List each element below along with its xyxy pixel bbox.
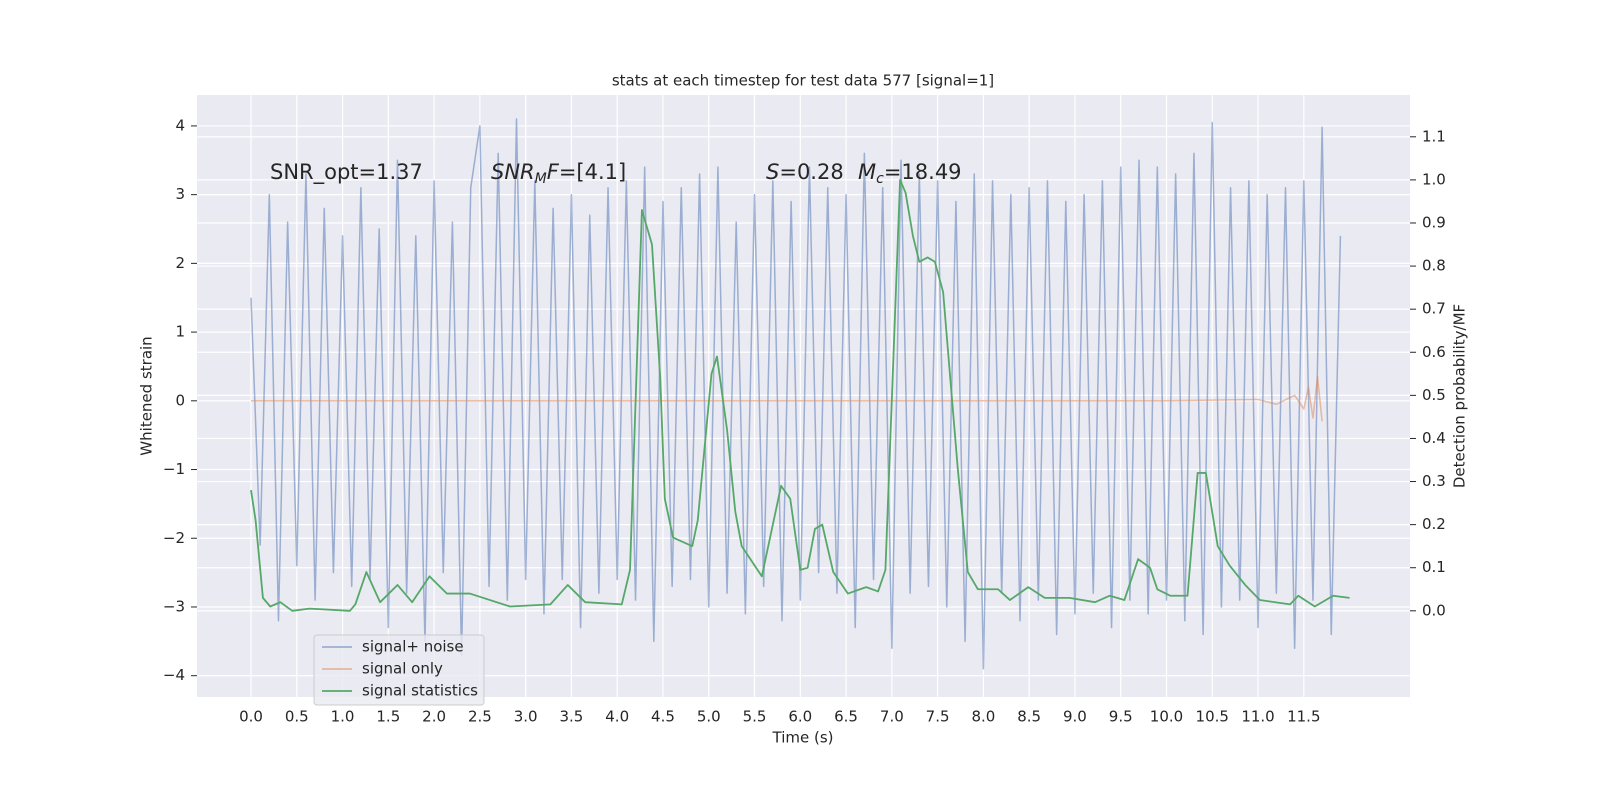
x-tick-label: 11.0 xyxy=(1241,708,1274,726)
legend-label: signal statistics xyxy=(362,682,478,700)
x-tick-label: 1.5 xyxy=(376,708,400,726)
annotation-part: SNR xyxy=(491,160,535,184)
x-tick-label: 2.5 xyxy=(468,708,492,726)
x-tick-label: 11.5 xyxy=(1287,708,1320,726)
x-tick-label: 10.5 xyxy=(1196,708,1229,726)
annotation-part: M xyxy=(535,171,547,187)
x-tick-label: 7.5 xyxy=(926,708,950,726)
y-tick-label: 2 xyxy=(175,254,185,272)
x-tick-label: 2.0 xyxy=(422,708,446,726)
y2-tick-label: 0.5 xyxy=(1422,386,1446,404)
annotation-part: SNR_opt=1.37 xyxy=(270,160,423,185)
y2-tick-label: 0.8 xyxy=(1422,257,1446,275)
annotation-part: M xyxy=(858,160,876,184)
x-tick-label: 5.0 xyxy=(697,708,721,726)
y2-tick-label: 0.3 xyxy=(1422,472,1446,490)
x-tick-label: 9.5 xyxy=(1109,708,1133,726)
annotation: SNRMF=[4.1] xyxy=(491,160,626,187)
y2-tick-label: 0.1 xyxy=(1422,558,1446,576)
y2-tick-label: 0.2 xyxy=(1422,515,1446,533)
x-tick-label: 4.0 xyxy=(605,708,629,726)
x-tick-label: 4.5 xyxy=(651,708,675,726)
x-tick-label: 0.0 xyxy=(239,708,263,726)
x-tick-label: 8.5 xyxy=(1017,708,1041,726)
y-tick-label: −2 xyxy=(163,529,185,547)
y2-tick-label: 0.6 xyxy=(1422,343,1446,361)
x-tick-label: 3.5 xyxy=(559,708,583,726)
annotation-part: =18.49 xyxy=(884,160,962,184)
y2-tick-label: 0.4 xyxy=(1422,429,1446,447)
legend-label: signal only xyxy=(362,660,443,678)
y-axis-label: Whitened strain xyxy=(138,336,156,455)
series-line xyxy=(250,178,1350,612)
x-tick-label: 5.5 xyxy=(743,708,767,726)
y-tick-label: 0 xyxy=(175,391,185,409)
annotation-part: c xyxy=(876,171,884,187)
legend: signal+ noise signal only signal statistic… xyxy=(313,634,485,706)
y2-tick-label: 1.1 xyxy=(1422,127,1446,145)
x-tick-label: 3.0 xyxy=(514,708,538,726)
annotation: Mc=18.49 xyxy=(858,160,962,187)
legend-box xyxy=(313,634,485,706)
y2-tick-label: 0.7 xyxy=(1422,300,1446,318)
x-tick-label: 7.0 xyxy=(880,708,904,726)
y-tick-label: −1 xyxy=(163,460,185,478)
y2-tick-label: 1.0 xyxy=(1422,170,1446,188)
x-tick-label: 6.5 xyxy=(834,708,858,726)
chart-title: stats at each timestep for test data 577… xyxy=(612,72,994,90)
annotation: S=0.28 xyxy=(766,160,844,184)
y2-axis-label: Detection probability/MF xyxy=(1451,304,1469,488)
y2-tick-label: 0.9 xyxy=(1422,213,1446,231)
y-tick-label: 3 xyxy=(175,185,185,203)
annotation-part: F xyxy=(547,160,560,184)
x-axis-label: Time (s) xyxy=(772,729,834,747)
x-tick-label: 8.0 xyxy=(971,708,995,726)
x-tick-label: 0.5 xyxy=(285,708,309,726)
y-tick-label: 4 xyxy=(175,116,185,134)
legend-label: signal+ noise xyxy=(362,638,464,656)
y2-tick-label: 0.0 xyxy=(1422,601,1446,619)
annotation-part: S xyxy=(766,160,779,184)
y-tick-label: 1 xyxy=(175,323,185,341)
y-tick-label: −4 xyxy=(163,666,185,684)
y-tick-label: −3 xyxy=(163,597,185,615)
series-line xyxy=(251,376,1323,422)
x-tick-label: 6.0 xyxy=(788,708,812,726)
x-tick-label: 9.0 xyxy=(1063,708,1087,726)
x-tick-label: 1.0 xyxy=(331,708,355,726)
x-tick-label: 10.0 xyxy=(1150,708,1183,726)
annotation-part: =0.28 xyxy=(779,160,843,184)
annotation: SNR_opt=1.37 xyxy=(270,160,423,185)
annotation-part: =[4.1] xyxy=(559,160,626,184)
